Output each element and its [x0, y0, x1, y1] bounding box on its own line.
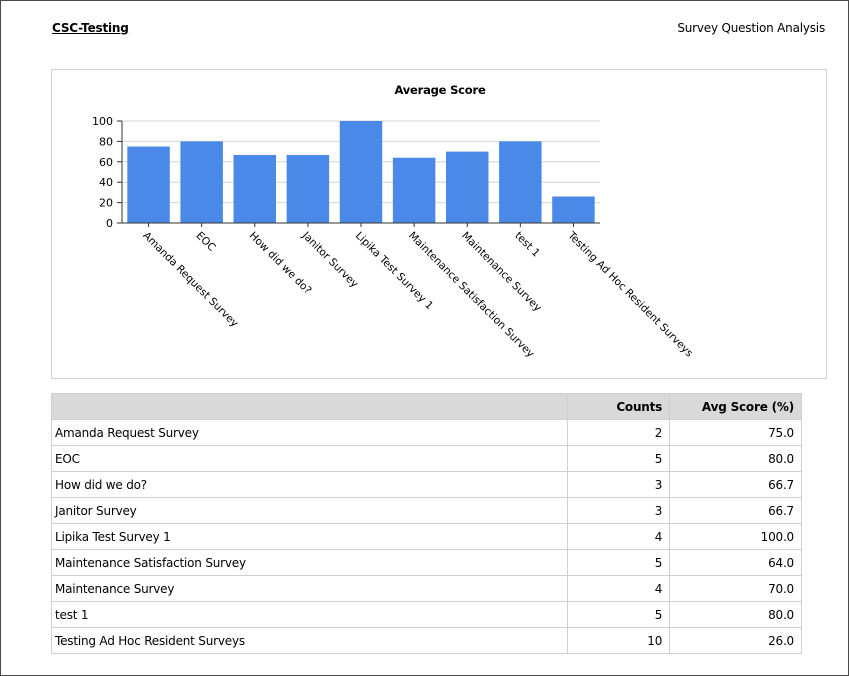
- table-row: test 1 5 80.0: [50, 601, 802, 628]
- table-row: EOC 5 80.0: [50, 445, 802, 472]
- cell-counts: 5: [567, 549, 671, 576]
- bar: [499, 141, 542, 223]
- header-name: [50, 393, 569, 420]
- y-tick-label: 20: [99, 197, 113, 210]
- cell-avg-score: 66.7: [669, 471, 802, 498]
- y-tick-label: 100: [92, 115, 113, 128]
- cell-survey-name: EOC: [50, 445, 569, 472]
- table-header-row: Counts Avg Score (%): [50, 393, 802, 420]
- bar: [127, 146, 170, 223]
- cell-counts: 3: [567, 497, 671, 524]
- x-tick-label: EOC: [194, 230, 218, 254]
- cell-counts: 5: [567, 445, 671, 472]
- chart-bars: [127, 121, 595, 223]
- table-row: Lipika Test Survey 1 4 100.0: [50, 523, 802, 550]
- cell-survey-name: Maintenance Satisfaction Survey: [50, 549, 569, 576]
- cell-survey-name: Janitor Survey: [50, 497, 569, 524]
- cell-avg-score: 26.0: [669, 627, 802, 654]
- x-tick-label: Testing Ad Hoc Resident Surveys: [565, 229, 696, 360]
- cell-counts: 2: [567, 419, 671, 446]
- cell-avg-score: 64.0: [669, 549, 802, 576]
- bar: [339, 121, 383, 223]
- header-counts: Counts: [567, 393, 671, 420]
- cell-survey-name: test 1: [50, 601, 569, 628]
- cell-counts: 3: [567, 471, 671, 498]
- cell-avg-score: 80.0: [669, 601, 802, 628]
- table-row: Maintenance Survey 4 70.0: [50, 575, 802, 602]
- bar: [286, 154, 330, 223]
- cell-counts: 4: [567, 523, 671, 550]
- cell-survey-name: How did we do?: [50, 471, 569, 498]
- table-row: Janitor Survey 3 66.7: [50, 497, 802, 524]
- cell-avg-score: 66.7: [669, 497, 802, 524]
- table-row: Maintenance Satisfaction Survey 5 64.0: [50, 549, 802, 576]
- cell-avg-score: 75.0: [669, 419, 802, 446]
- cell-survey-name: Amanda Request Survey: [50, 419, 569, 446]
- y-tick-label: 40: [99, 176, 113, 189]
- x-tick-label: Amanda Request Survey: [140, 230, 240, 330]
- bar: [392, 157, 436, 223]
- survey-table: Counts Avg Score (%) Amanda Request Surv…: [50, 393, 802, 654]
- x-tick-label: test 1: [512, 230, 542, 260]
- y-tick-label: 0: [106, 217, 113, 230]
- org-title: CSC-Testing: [52, 21, 129, 35]
- chart-title: Average Score: [394, 83, 486, 97]
- y-tick-label: 80: [99, 135, 113, 148]
- header-avg-score: Avg Score (%): [669, 393, 802, 420]
- cell-survey-name: Maintenance Survey: [50, 575, 569, 602]
- cell-survey-name: Testing Ad Hoc Resident Surveys: [50, 627, 569, 654]
- cell-counts: 4: [567, 575, 671, 602]
- table-row: Amanda Request Survey 2 75.0: [50, 419, 802, 446]
- bar: [180, 141, 223, 223]
- chart-axes: [117, 120, 600, 227]
- report-title: Survey Question Analysis: [677, 21, 825, 35]
- y-tick-label: 60: [99, 156, 113, 169]
- average-score-chart: Average Score 0 20 40 60 80 100 Amanda Request…: [51, 69, 827, 379]
- x-tick-label: Janitor Survey: [299, 229, 360, 290]
- cell-avg-score: 80.0: [669, 445, 802, 472]
- cell-counts: 5: [567, 601, 671, 628]
- bar: [445, 151, 489, 223]
- cell-avg-score: 100.0: [669, 523, 802, 550]
- cell-survey-name: Lipika Test Survey 1: [50, 523, 569, 550]
- table-row: Testing Ad Hoc Resident Surveys 10 26.0: [50, 627, 802, 654]
- table-row: How did we do? 3 66.7: [50, 471, 802, 498]
- bar: [233, 154, 277, 223]
- bar: [552, 196, 595, 223]
- cell-counts: 10: [567, 627, 671, 654]
- cell-avg-score: 70.0: [669, 575, 802, 602]
